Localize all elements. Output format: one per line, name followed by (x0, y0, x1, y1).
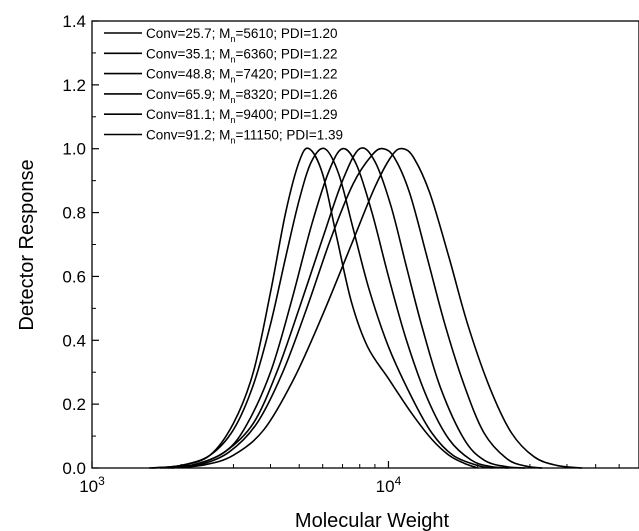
x-axis-label: Molecular Weight (295, 510, 450, 531)
legend-entry: Conv=81.1; Mn=9400; PDI=1.29 (146, 107, 338, 125)
series-lines (149, 147, 583, 469)
y-tick-label: 1.4 (62, 12, 86, 31)
y-tick-label: 0.6 (62, 267, 86, 286)
y-tick-label: 1.0 (62, 140, 86, 159)
series-line-5 (167, 147, 543, 469)
legend-entry: Conv=48.8; Mn=7420; PDI=1.22 (146, 67, 338, 85)
series-line-3 (160, 147, 510, 469)
x-axis-ticks: 103 104 (79, 461, 639, 496)
series-line-1 (149, 147, 478, 469)
x-tick-label: 103 (79, 474, 105, 496)
y-tick-label: 0.2 (62, 395, 86, 414)
y-tick-label: 0.8 (62, 204, 86, 223)
y-tick-label: 0.0 (62, 459, 86, 478)
series-line-6 (171, 147, 583, 469)
y-tick-label: 1.2 (62, 76, 86, 95)
series-line-4 (163, 147, 526, 469)
y-tick-label: 0.4 (62, 331, 86, 350)
legend-entry: Conv=25.7; Mn=5610; PDI=1.20 (146, 26, 338, 44)
x-tick-label: 104 (376, 474, 402, 496)
y-axis-ticks: 0.0 0.2 0.4 0.6 0.8 1.0 1.2 1.4 (62, 12, 99, 478)
series-line-2 (152, 147, 494, 469)
legend-entry: Conv=65.9; Mn=8320; PDI=1.26 (146, 87, 338, 105)
legend: Conv=25.7; Mn=5610; PDI=1.20 Conv=35.1; M… (104, 26, 343, 146)
legend-entry: Conv=91.2; Mn=11150; PDI=1.39 (146, 128, 343, 146)
y-axis-label: Detector Response (16, 159, 38, 330)
legend-entry: Conv=35.1; Mn=6360; PDI=1.22 (146, 46, 338, 64)
